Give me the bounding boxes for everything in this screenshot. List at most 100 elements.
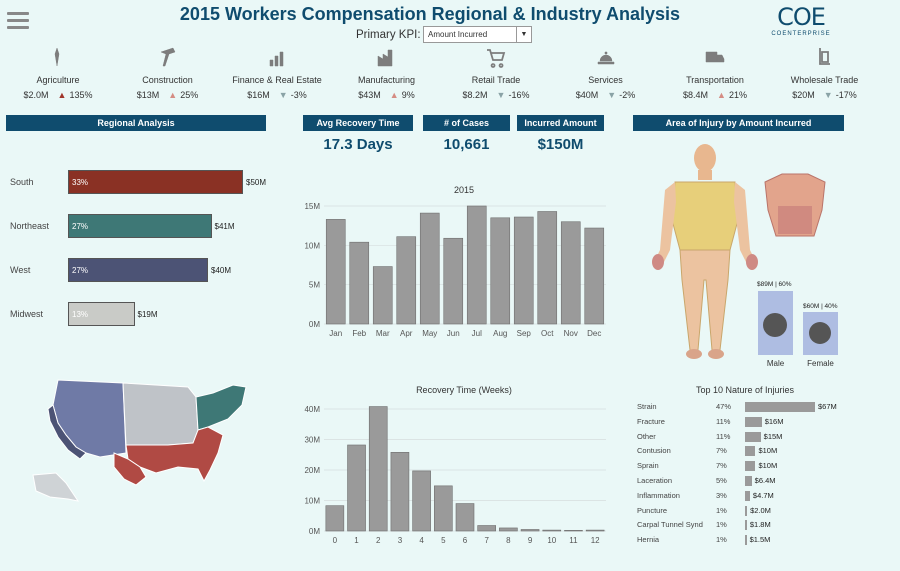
injury-bar[interactable]: [745, 535, 747, 546]
industry-wholesale-trade[interactable]: Wholesale Trade $20M ▼ -17%: [770, 46, 880, 100]
injury-bar[interactable]: [745, 431, 761, 442]
menu-icon[interactable]: [7, 12, 29, 33]
bar[interactable]: [513, 216, 534, 325]
injury-bar[interactable]: [745, 446, 756, 457]
y-tick-label: 0M: [309, 320, 320, 329]
industry-change: 135%: [69, 90, 93, 100]
injury-bar[interactable]: [745, 402, 815, 412]
bar[interactable]: [564, 530, 583, 532]
bar[interactable]: [349, 241, 370, 325]
cases-value: 10,661: [443, 136, 490, 153]
region-bar[interactable]: 13%: [68, 302, 135, 326]
bar[interactable]: [490, 217, 511, 325]
x-tick-label: Jan: [329, 329, 342, 338]
bar[interactable]: [455, 503, 475, 532]
injury-bar[interactable]: [745, 520, 747, 531]
x-tick-label: May: [422, 329, 437, 338]
bar[interactable]: [537, 211, 558, 325]
kpi-label: Primary KPI:: [356, 29, 421, 41]
industry-construction[interactable]: Construction $13M ▲ 25%: [113, 46, 223, 100]
industry-agriculture[interactable]: Agriculture $2.0M ▲ 135%: [3, 46, 113, 100]
injury-value: $1.8M: [749, 520, 771, 530]
injury-value: $2.0M: [750, 505, 771, 515]
bar[interactable]: [542, 529, 562, 532]
x-tick-label: 5: [441, 536, 446, 545]
bar[interactable]: [347, 444, 366, 532]
industry-name: Services: [588, 75, 623, 85]
industry-services[interactable]: Services $40M ▼ -2%: [551, 46, 661, 100]
injury-bar[interactable]: [745, 476, 752, 486]
bar[interactable]: [560, 221, 581, 325]
injury-pct: 1%: [716, 505, 727, 515]
x-tick-label: 12: [591, 536, 600, 545]
x-tick-label: Jul: [472, 329, 482, 338]
y-tick-label: 10M: [304, 241, 320, 250]
body-back-figure[interactable]: [760, 170, 830, 240]
x-tick-label: 10: [547, 536, 556, 545]
y-tick-label: 40M: [304, 405, 320, 414]
injury-bar[interactable]: [745, 461, 756, 472]
cases-header: # of Cases: [423, 115, 510, 131]
bar[interactable]: [419, 212, 440, 325]
bar[interactable]: [466, 205, 487, 325]
female-avatar-icon: [809, 322, 831, 344]
bar[interactable]: [499, 527, 518, 532]
bar[interactable]: [390, 452, 410, 532]
industry-values: $2.0M ▲ 135%: [3, 90, 113, 100]
x-tick-label: Oct: [541, 329, 554, 338]
x-tick-label: 9: [528, 536, 533, 545]
bar[interactable]: [443, 237, 464, 325]
industry-amount: $20M: [792, 90, 815, 100]
region-bar[interactable]: 27%: [68, 214, 212, 238]
bar[interactable]: [372, 266, 393, 325]
female-card[interactable]: [803, 312, 838, 355]
body-front-figure[interactable]: [650, 140, 760, 368]
bar[interactable]: [434, 485, 453, 532]
monthly-bar-chart: 0M 5M 10M 15M Jan Feb Mar Apr May Jun Jul Aug Sep Oct…: [304, 202, 606, 338]
male-card[interactable]: [758, 291, 793, 355]
injury-value: $67M: [818, 402, 837, 411]
x-tick-label: Aug: [493, 329, 507, 338]
bar[interactable]: [325, 219, 346, 325]
bar[interactable]: [477, 525, 496, 532]
triangle-up-icon: ▲: [717, 90, 726, 100]
injury-label: Carpal Tunnel Synd: [637, 520, 703, 530]
us-region-map[interactable]: [28, 375, 260, 520]
region-pct: 27%: [72, 266, 89, 275]
y-tick-label: 0M: [309, 527, 320, 536]
industry-name: Agriculture: [36, 75, 80, 85]
bar[interactable]: [396, 236, 417, 325]
industry-transportation[interactable]: Transportation $8.4M ▲ 21%: [660, 46, 770, 100]
injury-label: Other: [637, 431, 656, 441]
industry-finance-real-estate[interactable]: Finance & Real Estate $16M ▼ -3%: [222, 46, 332, 100]
industry-values: $8.4M ▲ 21%: [660, 90, 770, 100]
industry-manufacturing[interactable]: Manufacturing $43M ▲ 9%: [332, 46, 442, 100]
recovery-chart-title: Recovery Time (Weeks): [416, 385, 512, 395]
injury-bar[interactable]: [745, 505, 748, 516]
bar[interactable]: [585, 529, 605, 532]
bar[interactable]: [325, 505, 345, 532]
injury-bar[interactable]: [745, 490, 750, 501]
logo-mark: COE: [777, 3, 826, 31]
injury-label: Laceration: [637, 476, 673, 485]
industry-retail-trade[interactable]: Retail Trade $8.2M ▼ -16%: [441, 46, 551, 100]
map-region-texas: [113, 452, 147, 486]
triangle-up-icon: ▲: [168, 90, 178, 100]
cart-icon: [487, 49, 506, 68]
kpi-select[interactable]: Amount Incurred ▼: [423, 26, 532, 43]
injury-bar[interactable]: [745, 416, 762, 427]
region-bar[interactable]: 27%: [68, 258, 208, 282]
bar[interactable]: [520, 529, 540, 532]
page-title: 2015 Workers Compensation Regional & Ind…: [179, 4, 681, 24]
bar[interactable]: [368, 406, 388, 532]
bar[interactable]: [584, 227, 605, 325]
region-bar[interactable]: 33%: [68, 170, 243, 194]
industry-values: $20M ▼ -17%: [770, 90, 880, 100]
triangle-down-icon: ▼: [823, 90, 833, 100]
industry-amount: $16M: [247, 90, 270, 100]
x-tick-label: Sep: [517, 329, 532, 338]
industry-amount: $43M: [358, 90, 381, 100]
injury-area-header: Area of Injury by Amount Incurred: [633, 115, 844, 131]
bar[interactable]: [412, 470, 431, 532]
chevron-down-icon[interactable]: ▼: [516, 27, 531, 42]
